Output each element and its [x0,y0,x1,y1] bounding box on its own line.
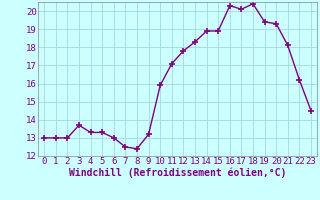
X-axis label: Windchill (Refroidissement éolien,°C): Windchill (Refroidissement éolien,°C) [69,168,286,178]
